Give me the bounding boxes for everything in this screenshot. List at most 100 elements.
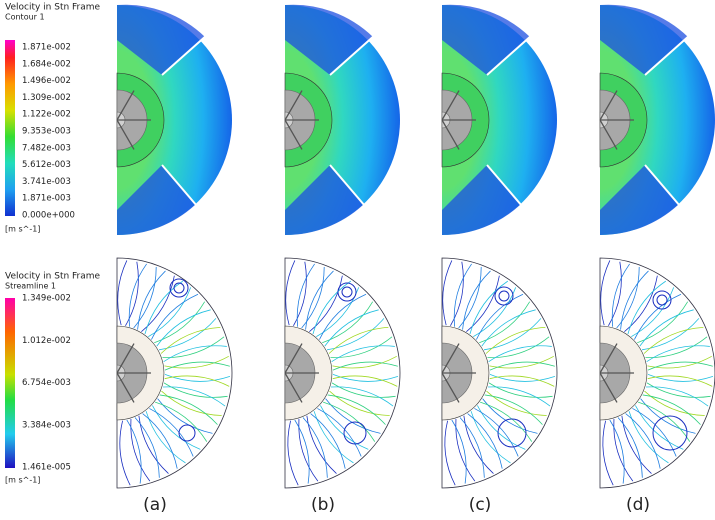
streamline — [469, 280, 509, 335]
vortex — [497, 418, 527, 448]
blade — [599, 90, 618, 121]
streamline — [634, 293, 682, 340]
streamline — [488, 345, 552, 363]
streamline — [158, 318, 217, 351]
streamline — [130, 418, 151, 482]
streamline — [602, 420, 614, 486]
streamline — [480, 401, 533, 442]
streamline — [489, 375, 555, 387]
streamline — [302, 417, 328, 478]
streamline — [163, 382, 228, 398]
legend-label: 3.384e-003 — [22, 420, 71, 430]
contour-field — [285, 5, 400, 235]
contour-panel — [599, 4, 715, 236]
streamline — [621, 415, 652, 474]
contour-legend: Velocity in Stn Frame Contour 1 [m s^-1] — [5, 3, 101, 234]
streamline — [466, 275, 500, 332]
streamline — [134, 417, 160, 478]
streamline-panel — [599, 257, 715, 489]
baffle — [644, 164, 681, 207]
panel-label: (a) — [143, 495, 167, 515]
contour-field — [600, 5, 715, 235]
streamline — [331, 382, 396, 398]
streamline — [641, 318, 700, 351]
streamline — [298, 418, 319, 482]
streamline — [323, 401, 376, 442]
streamline — [151, 293, 199, 340]
streamline — [144, 280, 184, 335]
streamline — [313, 411, 354, 464]
streamline — [624, 275, 658, 332]
blade — [116, 372, 135, 403]
legend-label: 1.122e-002 — [22, 110, 71, 120]
panel-label: (b) — [311, 495, 335, 515]
streamline-legend: Velocity in Stn Frame Streamline 1 [m s^… — [5, 272, 101, 485]
legend-title: Velocity in Stn Frame — [5, 272, 101, 282]
streamline — [453, 263, 472, 327]
streamline — [310, 413, 346, 469]
streamline — [635, 405, 684, 450]
streamline — [133, 267, 157, 329]
streamline — [646, 382, 711, 398]
streamline — [479, 301, 531, 344]
streamline — [293, 261, 307, 326]
streamline — [608, 261, 622, 326]
low-velocity-zone — [117, 4, 205, 76]
streamline — [482, 398, 538, 434]
domain — [284, 257, 401, 489]
streamline — [142, 413, 178, 469]
blade — [116, 119, 135, 150]
contour-panel — [441, 4, 557, 236]
legend-label: 1.461e-005 — [22, 463, 71, 473]
streamline — [301, 267, 325, 329]
vortex — [494, 286, 514, 306]
streamline — [145, 411, 186, 464]
streamline — [643, 326, 704, 354]
streamline — [455, 418, 476, 482]
baffle — [329, 164, 366, 207]
legend-title: Velocity in Stn Frame — [5, 3, 101, 13]
streamline — [458, 267, 482, 329]
blade — [284, 343, 303, 374]
streamline — [331, 345, 395, 363]
streamline-panel — [116, 257, 233, 489]
contour-panel — [116, 4, 232, 236]
streamline — [444, 420, 456, 486]
streamline — [125, 261, 139, 326]
streamline — [285, 260, 296, 326]
streamline — [330, 336, 393, 359]
legend-label: 1.871e-003 — [22, 194, 71, 204]
streamline — [162, 336, 225, 359]
legend-subtitle: Streamline 1 — [5, 282, 56, 291]
baffle — [329, 34, 376, 76]
streamline — [647, 355, 712, 369]
streamline — [620, 270, 649, 330]
streamline — [137, 270, 166, 330]
streamline — [600, 260, 611, 326]
streamline — [616, 267, 640, 329]
streamline — [317, 408, 362, 457]
streamline — [324, 309, 379, 347]
legend-label: 1.871e-002 — [22, 43, 71, 53]
streamline — [473, 287, 517, 337]
blade — [284, 90, 303, 121]
streamline — [117, 260, 128, 326]
streamline — [647, 361, 713, 371]
streamline — [632, 408, 677, 457]
streamline — [287, 420, 299, 486]
panel-label: (c) — [469, 495, 492, 515]
color-bar — [5, 298, 15, 468]
streamline — [640, 398, 696, 434]
streamline — [162, 386, 226, 407]
vortex — [178, 424, 196, 442]
streamline — [138, 415, 169, 474]
streamline — [642, 394, 701, 425]
streamline-panel — [284, 257, 401, 489]
baffle — [161, 34, 208, 76]
streamline — [631, 287, 675, 337]
blade — [116, 343, 135, 374]
streamline — [164, 355, 229, 369]
streamline — [332, 374, 399, 382]
streamline — [319, 293, 367, 340]
